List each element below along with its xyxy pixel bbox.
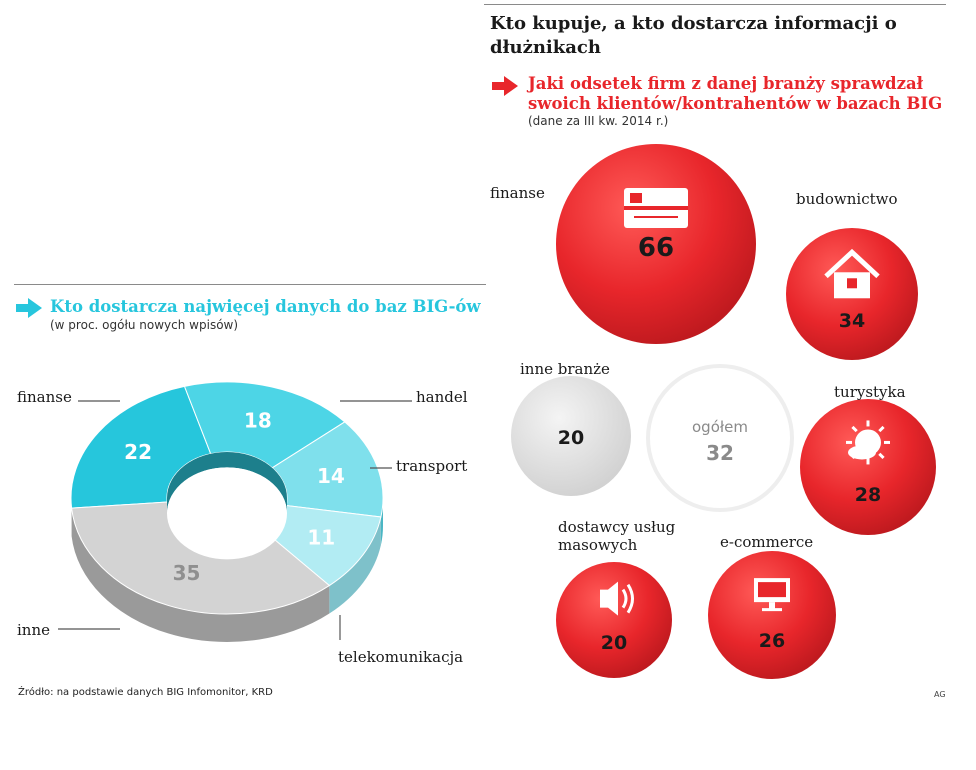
donut-label-finanse: finanse [17, 388, 72, 406]
house-icon [824, 248, 880, 299]
sun-cloud-icon [846, 420, 890, 465]
credit-card-icon [624, 188, 688, 228]
donut-value-telekomunikacja: 11 [307, 526, 335, 550]
bubble-label-dostawcy: dostawcy usług masowych [558, 518, 676, 554]
main-title: Kto kupuje, a kto dostarcza informacji o… [490, 13, 897, 58]
bubble-circle-finanse [556, 144, 756, 344]
bubble-circle-inne-branze [511, 376, 631, 496]
donut-chart-subtitle: (w proc. ogółu nowych wpisów) [50, 318, 239, 332]
donut-hole-wall [167, 452, 287, 514]
bubble-chart: 66 34 20 ogółem 32 28 20 26 [511, 144, 936, 679]
bubble-chart-subtitle: (dane za III kw. 2014 r.) [528, 114, 669, 128]
donut-side-telekomunikacja [329, 516, 381, 614]
donut-chart: 22 18 14 11 35 [58, 381, 412, 642]
bubble-circle-e-commerce [708, 551, 836, 679]
bubble-caption-ogolem: ogółem [692, 418, 748, 436]
bubble-chart-title: Jaki odsetek firm z danej branży sprawdz… [528, 74, 943, 113]
bubble-circle-dostawcy-uslug-masowych [556, 562, 672, 678]
donut-label-telekomunikacja: telekomunikacja [338, 648, 464, 666]
donut-side-inne [71, 508, 330, 642]
bubble-value-finanse: 66 [638, 233, 674, 263]
bubble-turystyka: 28 [800, 399, 936, 535]
donut-hole [167, 467, 287, 560]
donut-label-inne: inne [17, 621, 50, 639]
donut-value-handel: 18 [244, 408, 272, 432]
donut-value-finanse: 22 [124, 440, 152, 464]
left-rule [14, 284, 486, 285]
monitor-icon [754, 578, 790, 612]
donut-label-transport: transport [396, 457, 468, 475]
cyan-arrow-icon [16, 298, 42, 318]
red-arrow-icon [492, 76, 518, 96]
bubble-label-finanse: finanse [490, 184, 545, 202]
bubble-label-ecommerce: e-commerce [720, 533, 814, 551]
bubble-dostawcy-uslug-masowych: 20 [556, 562, 672, 678]
source-note: Źródło: na podstawie danych BIG Infomoni… [18, 687, 273, 698]
bubble-circle-ogolem [646, 364, 794, 512]
bubble-ogolem: ogółem 32 [646, 364, 794, 512]
bubble-finanse: 66 [556, 144, 756, 344]
credit: AG [934, 690, 946, 699]
donut-label-handel: handel [416, 388, 468, 406]
bubble-e-commerce: 26 [708, 551, 836, 679]
bubble-budownictwo: 34 [786, 228, 918, 360]
bubble-value-budownictwo: 34 [839, 310, 865, 332]
speaker-icon [600, 581, 634, 616]
donut-value-transport: 14 [317, 464, 345, 488]
bubble-label-budownictwo: budownictwo [796, 190, 898, 208]
bubble-label-turystyka: turystyka [834, 383, 906, 401]
donut-value-inne: 35 [173, 561, 201, 585]
bubble-value-e-commerce: 26 [759, 630, 785, 652]
bubble-label-inne-branze: inne branże [520, 360, 610, 378]
top-rule [484, 4, 946, 5]
bubble-value-dostawcy-uslug-masowych: 20 [601, 632, 627, 654]
bubble-circle-turystyka [800, 399, 936, 535]
bubble-inne-branze: 20 [511, 376, 631, 496]
bubble-value-ogolem: 32 [706, 441, 734, 465]
donut-chart-title: Kto dostarcza najwięcej danych do baz BI… [50, 297, 481, 316]
bubble-value-turystyka: 28 [855, 484, 881, 506]
bubble-value-inne-branze: 20 [558, 427, 584, 449]
